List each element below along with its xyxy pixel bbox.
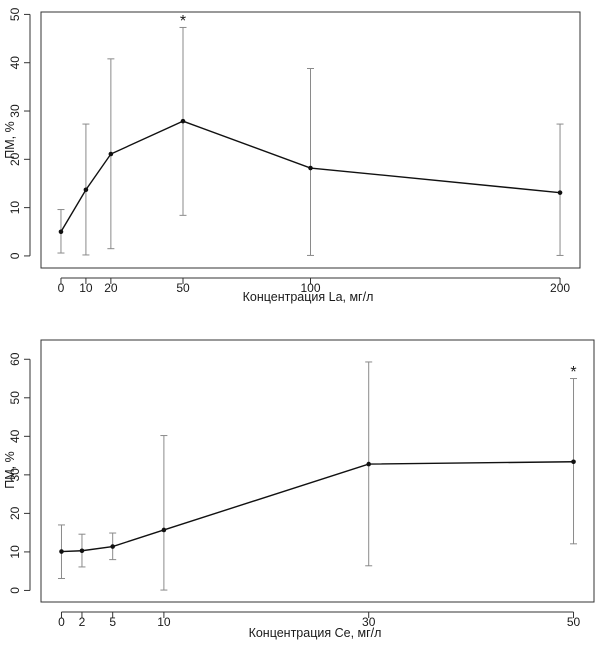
y-axis-label: ПМ, % (3, 121, 17, 158)
y-axis-label: ПМ, % (3, 451, 17, 488)
y-tick-label: 30 (8, 468, 22, 482)
y-tick-label: 40 (8, 56, 22, 70)
error-bars (57, 361, 578, 591)
significance-asterisk: * (180, 13, 186, 30)
chart-lanthanum: 0 10 20 30 40 50 0 10 20 50 100 200 * Концентрация… (3, 7, 581, 304)
annotations: * (180, 13, 186, 30)
data-point (366, 461, 372, 467)
x-tick-label: 2 (79, 615, 86, 629)
y-tick-label: 20 (8, 506, 22, 520)
x-tick-label: 5 (109, 615, 116, 629)
y-axis: 0 10 20 30 40 50 60 (8, 352, 31, 594)
x-tick-label: 50 (567, 615, 581, 629)
series-line (58, 118, 563, 235)
data-point (180, 118, 186, 124)
x-axis-label: Концентрация La, мг/л (243, 290, 374, 304)
data-point (83, 187, 89, 193)
y-tick-label: 30 (8, 104, 22, 118)
plot-frame (40, 339, 595, 603)
x-tick-label: 0 (58, 615, 65, 629)
y-tick-label: 40 (8, 429, 22, 443)
series-line (60, 120, 561, 233)
x-axis: 0 10 20 50 100 200 (58, 277, 570, 295)
x-tick-label: 10 (157, 615, 171, 629)
x-axis: 0 2 5 10 30 50 (58, 611, 581, 629)
data-point (58, 229, 64, 235)
x-tick-label: 100 (300, 281, 320, 295)
data-point (110, 544, 115, 549)
significance-asterisk: * (570, 364, 576, 381)
data-point (571, 459, 576, 465)
data-point (59, 549, 64, 554)
x-tick-label: 0 (58, 281, 65, 295)
series-line (61, 461, 574, 553)
annotations: * (570, 364, 576, 381)
data-point (79, 548, 85, 554)
y-tick-label: 60 (8, 352, 22, 366)
x-tick-label: 20 (104, 281, 118, 295)
y-tick-label: 50 (8, 7, 22, 21)
plot-frame (40, 11, 581, 269)
data-point (308, 165, 313, 171)
data-point (108, 151, 114, 157)
x-tick-label: 30 (362, 615, 376, 629)
y-tick-label: 10 (8, 201, 22, 215)
y-tick-label: 0 (8, 252, 22, 259)
data-point (161, 527, 167, 533)
x-tick-label: 10 (79, 281, 93, 295)
x-tick-label: 50 (176, 281, 190, 295)
error-bars (57, 26, 564, 256)
data-point (557, 190, 563, 195)
x-tick-label: 200 (550, 281, 570, 295)
y-axis: 0 10 20 30 40 50 (8, 7, 31, 259)
y-tick-label: 10 (8, 545, 22, 559)
y-tick-label: 0 (8, 587, 22, 594)
x-axis-label: Концентрация Ce, мг/л (249, 626, 382, 640)
series-line (59, 459, 576, 554)
y-tick-label: 20 (8, 152, 22, 166)
y-tick-label: 50 (8, 391, 22, 405)
